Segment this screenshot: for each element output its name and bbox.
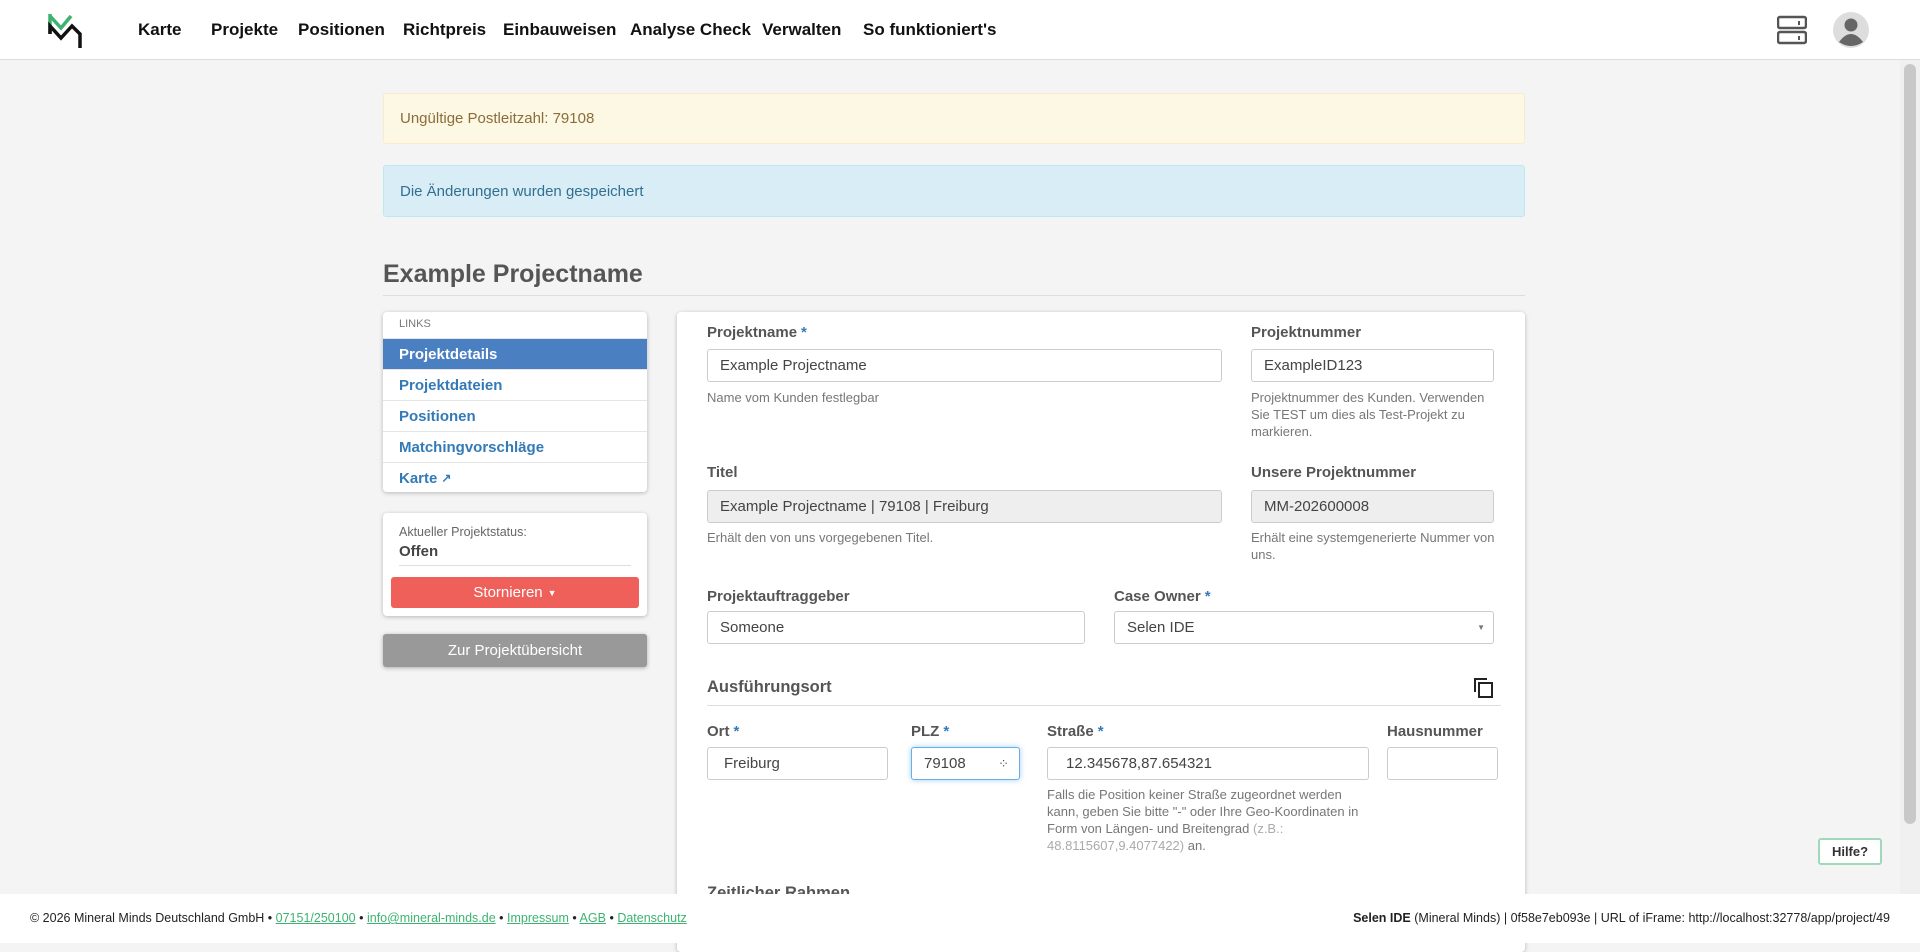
nav-einbauweisen[interactable]: Einbauweisen <box>503 20 617 39</box>
links-header: LINKS <box>399 318 431 330</box>
project-details-card: Projektname * Example Projectname Name vo… <box>677 312 1525 952</box>
ausfuehrungsort-heading: Ausführungsort <box>707 678 832 696</box>
nav-so-funktionierts[interactable]: So funktioniert's <box>863 20 997 39</box>
external-link-icon: ↗ <box>441 471 452 485</box>
projektname-help: Name vom Kunden festlegbar <box>707 390 879 405</box>
strasse-help: Falls die Position keiner Straße zugeord… <box>1047 787 1359 853</box>
karte-label: Karte <box>399 469 438 487</box>
unsere-projektnummer-input: MM-202600008 <box>1251 490 1494 523</box>
case-owner-select[interactable]: Selen IDE ▼ <box>1114 611 1494 644</box>
nav-richtpreis[interactable]: Richtpreis <box>403 20 487 39</box>
nav-analyse-check[interactable]: Analyse Check <box>630 20 751 39</box>
hausnummer-label: Hausnummer <box>1387 723 1483 740</box>
ort-input[interactable]: Freiburg <box>707 747 888 780</box>
sidebar-item-projektdateien[interactable]: Projektdateien <box>383 369 647 400</box>
projektnummer-help: Projektnummer des Kunden. Verwenden Sie … <box>1251 390 1485 439</box>
sidebar-item-matchingvorschlaege[interactable]: Matchingvorschläge <box>383 431 647 462</box>
hilfe-button[interactable]: Hilfe? <box>1818 838 1882 865</box>
status-label: Aktueller Projektstatus: <box>399 525 527 539</box>
footer-left: © 2026 Mineral Minds Deutschland GmbH • … <box>30 911 687 925</box>
zur-projektuebersicht-button[interactable]: Zur Projektübersicht <box>383 634 647 667</box>
scrollbar-thumb[interactable] <box>1904 64 1916 824</box>
email-link[interactable]: info@mineral-minds.de <box>366 911 496 925</box>
ort-label: Ort * <box>707 723 740 740</box>
unsere-projektnummer-help: Erhält eine systemgenerierte Nummer von … <box>1251 530 1495 562</box>
agb-link[interactable]: AGB <box>579 911 606 925</box>
stornieren-button[interactable]: Stornieren ▼ <box>391 577 639 608</box>
projektname-input[interactable]: Example Projectname <box>707 349 1222 382</box>
dropdown-arrow-icon: ▼ <box>1477 623 1485 632</box>
strasse-input[interactable]: 12.345678,87.654321 <box>1047 747 1369 780</box>
sidebar-item-karte[interactable]: Karte ↗ <box>383 462 647 492</box>
info-alert: Die Änderungen wurden gespeichert <box>383 165 1525 217</box>
sidebar-item-positionen[interactable]: Positionen <box>383 400 647 431</box>
footer-user: Selen IDE <box>1353 911 1411 925</box>
unsere-projektnummer-label: Unsere Projektnummer <box>1251 464 1417 481</box>
copy-icon[interactable] <box>1471 676 1495 700</box>
projektnummer-input[interactable]: ExampleID123 <box>1251 349 1494 382</box>
case-owner-label: Case Owner * <box>1114 588 1211 605</box>
phone-link[interactable]: 07151/250100 <box>275 911 356 925</box>
case-owner-value: Selen IDE <box>1127 619 1195 636</box>
plz-label: PLZ * <box>911 723 950 740</box>
datenschutz-link[interactable]: Datenschutz <box>617 911 687 925</box>
auftraggeber-label: Projektauftraggeber <box>707 588 850 605</box>
nav-verwalten[interactable]: Verwalten <box>762 20 842 39</box>
copyright-text: © 2026 Mineral Minds Deutschland GmbH • <box>30 911 273 925</box>
divider <box>383 295 1525 296</box>
links-panel: LINKS Projektdetails Projektdateien Posi… <box>383 312 647 492</box>
page-title: Example Projectname <box>383 260 643 288</box>
impressum-link[interactable]: Impressum <box>507 911 569 925</box>
hausnummer-input[interactable] <box>1387 747 1498 780</box>
scrollbar[interactable] <box>1900 60 1920 894</box>
plz-input[interactable]: 79108 ⁘ <box>911 747 1020 780</box>
nav-projekte[interactable]: Projekte <box>211 20 279 39</box>
sidebar-item-projektdetails[interactable]: Projektdetails <box>383 338 647 369</box>
caret-down-icon: ▼ <box>547 587 557 598</box>
plz-value: 79108 <box>924 755 966 772</box>
top-navbar: Karte Projekte Positionen Richtpreis Ein… <box>0 0 1920 60</box>
titel-label: Titel <box>707 464 738 481</box>
divider <box>707 705 1501 706</box>
loading-spinner-icon: ⁘ <box>998 755 1009 771</box>
nav-karte[interactable]: Karte <box>138 20 182 39</box>
mineral-minds-logo[interactable] <box>47 12 83 48</box>
strasse-label: Straße * <box>1047 723 1104 740</box>
status-value: Offen <box>399 543 439 560</box>
status-panel: Aktueller Projektstatus: Offen Storniere… <box>383 513 647 616</box>
auftraggeber-input[interactable]: Someone <box>707 611 1085 644</box>
titel-help: Erhält den von uns vorgegebenen Titel. <box>707 530 934 545</box>
user-avatar-icon[interactable] <box>1833 12 1869 48</box>
stornieren-label: Stornieren <box>473 584 543 601</box>
warning-alert: Ungültige Postleitzahl: 79108 <box>383 93 1525 144</box>
server-icon[interactable] <box>1777 15 1807 45</box>
projektname-label: Projektname * <box>707 324 807 341</box>
divider <box>399 565 631 566</box>
footer: © 2026 Mineral Minds Deutschland GmbH • … <box>0 894 1920 943</box>
nav-positionen[interactable]: Positionen <box>298 20 385 39</box>
footer-right: Selen IDE (Mineral Minds) | 0f58e7eb093e… <box>1353 911 1890 925</box>
footer-info: (Mineral Minds) | 0f58e7eb093e | URL of … <box>1414 911 1890 925</box>
titel-input: Example Projectname | 79108 | Freiburg <box>707 490 1222 523</box>
projektnummer-label: Projektnummer <box>1251 324 1362 341</box>
